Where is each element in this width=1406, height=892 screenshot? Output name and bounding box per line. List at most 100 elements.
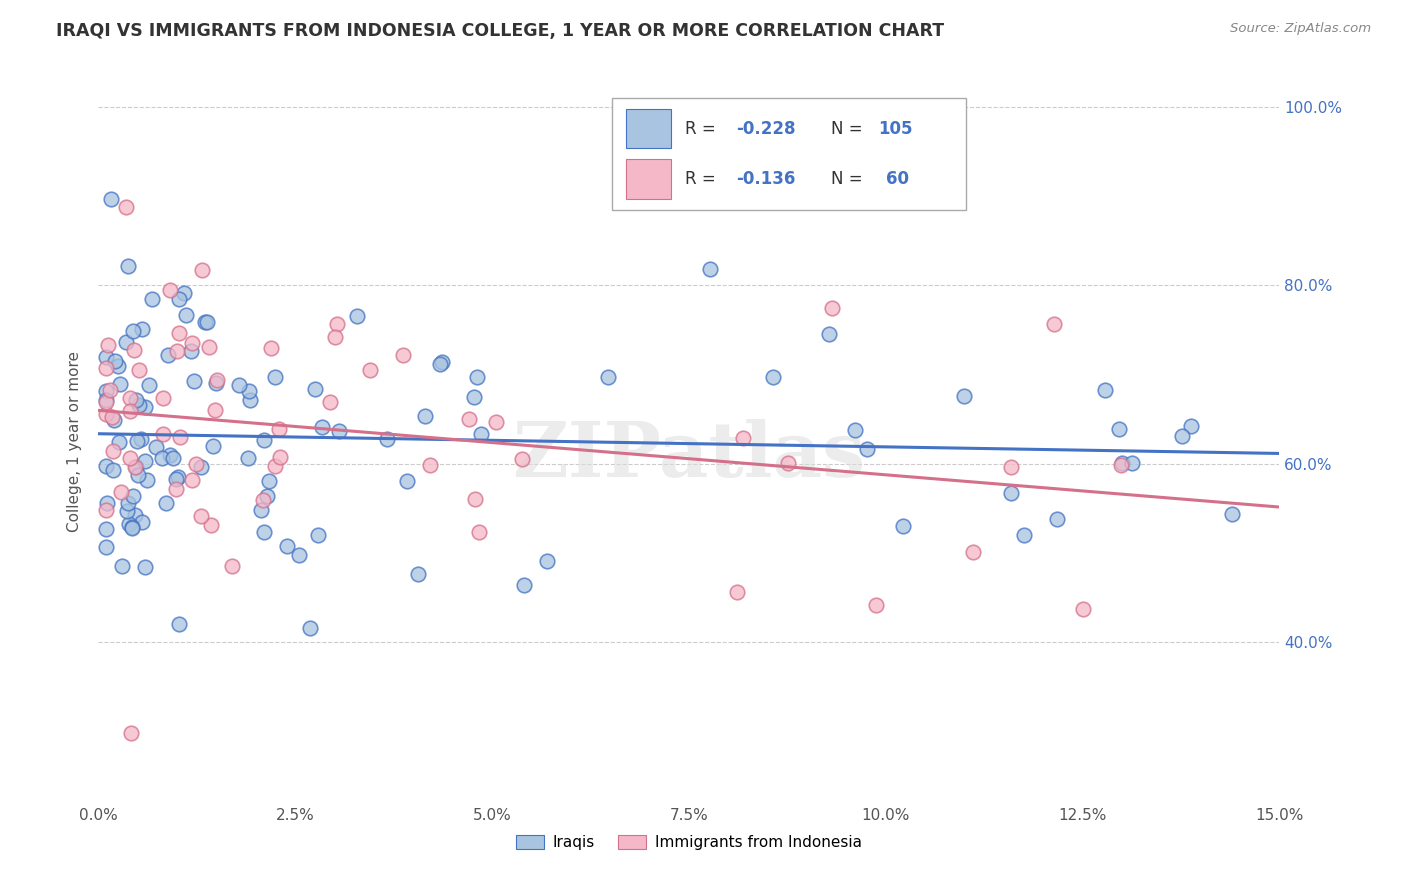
Point bbox=[162, 450, 184, 465]
Point bbox=[252, 524, 274, 539]
Point bbox=[121, 521, 143, 535]
Point bbox=[236, 450, 259, 465]
Point bbox=[1042, 317, 1064, 331]
Point bbox=[1000, 459, 1022, 474]
Point bbox=[962, 545, 984, 559]
Point bbox=[733, 431, 755, 445]
Point bbox=[122, 343, 145, 358]
Point bbox=[122, 324, 145, 338]
Point bbox=[249, 503, 271, 517]
Bar bbox=[626, 109, 671, 148]
Point bbox=[467, 370, 489, 384]
Point bbox=[776, 456, 799, 470]
Text: N =: N = bbox=[831, 170, 868, 188]
Point bbox=[323, 330, 346, 344]
Point bbox=[195, 315, 218, 329]
Point bbox=[699, 261, 721, 276]
Point bbox=[138, 378, 160, 392]
Point bbox=[96, 407, 118, 421]
Point bbox=[115, 200, 138, 214]
Point bbox=[190, 459, 212, 474]
Point bbox=[468, 524, 491, 539]
Point bbox=[419, 458, 441, 473]
Point bbox=[121, 520, 143, 534]
Point bbox=[131, 515, 153, 529]
Point bbox=[134, 454, 156, 468]
Point bbox=[96, 540, 118, 554]
Point bbox=[96, 384, 118, 399]
Point bbox=[513, 578, 536, 592]
Point bbox=[1111, 457, 1133, 471]
Point bbox=[174, 309, 197, 323]
Point bbox=[200, 517, 222, 532]
Point bbox=[1108, 422, 1130, 436]
Point bbox=[186, 457, 208, 471]
Point bbox=[304, 382, 326, 396]
Point bbox=[375, 433, 398, 447]
Point bbox=[180, 344, 202, 359]
Point bbox=[98, 383, 121, 397]
Point bbox=[1170, 428, 1192, 442]
Point bbox=[205, 374, 228, 388]
Point bbox=[115, 334, 138, 349]
Point bbox=[820, 301, 842, 315]
Point bbox=[165, 472, 187, 486]
Text: R =: R = bbox=[685, 120, 721, 137]
Point bbox=[118, 403, 141, 417]
Point bbox=[510, 451, 533, 466]
Point bbox=[100, 192, 122, 206]
Point bbox=[134, 400, 156, 414]
Point bbox=[117, 259, 139, 273]
Point bbox=[96, 392, 118, 407]
Point bbox=[346, 310, 368, 324]
Point bbox=[221, 558, 243, 573]
Point bbox=[1071, 602, 1094, 616]
Point bbox=[128, 362, 150, 376]
Point bbox=[96, 522, 118, 536]
Point bbox=[117, 496, 139, 510]
Point bbox=[165, 482, 187, 496]
Point bbox=[264, 458, 287, 473]
Point bbox=[141, 292, 163, 306]
Point bbox=[96, 394, 118, 409]
Point bbox=[118, 450, 141, 465]
Point bbox=[197, 340, 219, 354]
Point bbox=[180, 473, 202, 487]
Point bbox=[311, 420, 333, 434]
Point bbox=[107, 435, 129, 450]
Text: IRAQI VS IMMIGRANTS FROM INDONESIA COLLEGE, 1 YEAR OR MORE CORRELATION CHART: IRAQI VS IMMIGRANTS FROM INDONESIA COLLE… bbox=[56, 22, 945, 40]
Point bbox=[101, 444, 124, 458]
Point bbox=[159, 448, 181, 462]
Point bbox=[134, 560, 156, 574]
Legend: Iraqis, Immigrants from Indonesia: Iraqis, Immigrants from Indonesia bbox=[510, 830, 868, 856]
Point bbox=[1180, 419, 1202, 434]
Text: ZIPatlas: ZIPatlas bbox=[512, 419, 866, 493]
Point bbox=[128, 398, 150, 412]
Text: 60: 60 bbox=[886, 170, 910, 188]
Point bbox=[328, 425, 350, 439]
Point bbox=[96, 459, 118, 474]
Point bbox=[269, 422, 291, 436]
Point bbox=[117, 517, 139, 532]
Point bbox=[202, 440, 225, 454]
Point bbox=[260, 342, 283, 356]
Point bbox=[166, 343, 188, 358]
Point bbox=[104, 353, 127, 368]
Point bbox=[252, 493, 274, 508]
Point bbox=[269, 450, 291, 464]
Point bbox=[110, 485, 132, 500]
Point bbox=[190, 509, 212, 524]
Point bbox=[124, 508, 146, 523]
Point bbox=[122, 489, 145, 503]
Point bbox=[125, 459, 148, 474]
Point bbox=[108, 376, 131, 391]
Point bbox=[1121, 456, 1143, 470]
Point bbox=[413, 409, 436, 424]
Point bbox=[276, 539, 298, 553]
Point bbox=[194, 315, 217, 329]
Point bbox=[429, 358, 451, 372]
Point bbox=[287, 548, 309, 562]
Point bbox=[844, 423, 866, 437]
Point bbox=[127, 467, 149, 482]
Point bbox=[1000, 486, 1022, 500]
